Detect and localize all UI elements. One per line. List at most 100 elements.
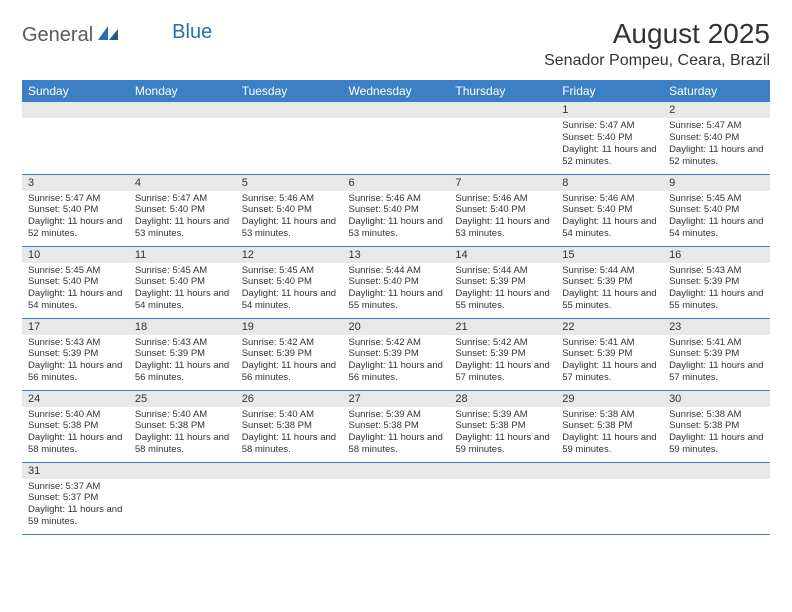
- day-number: 22: [556, 319, 663, 335]
- calendar-day-cell: 30Sunrise: 5:38 AMSunset: 5:38 PMDayligh…: [663, 390, 770, 462]
- sunset-text: Sunset: 5:40 PM: [28, 204, 123, 216]
- sunset-text: Sunset: 5:40 PM: [562, 132, 657, 144]
- daylight-text: Daylight: 11 hours and 53 minutes.: [455, 216, 550, 240]
- day-number: [343, 102, 450, 118]
- sunset-text: Sunset: 5:40 PM: [349, 204, 444, 216]
- sunrise-text: Sunrise: 5:45 AM: [28, 265, 123, 277]
- calendar-day-cell: 27Sunrise: 5:39 AMSunset: 5:38 PMDayligh…: [343, 390, 450, 462]
- day-details: Sunrise: 5:43 AMSunset: 5:39 PMDaylight:…: [663, 263, 770, 317]
- day-number: 20: [343, 319, 450, 335]
- calendar-table: Sunday Monday Tuesday Wednesday Thursday…: [22, 80, 770, 535]
- calendar-day-cell: 24Sunrise: 5:40 AMSunset: 5:38 PMDayligh…: [22, 390, 129, 462]
- sunrise-text: Sunrise: 5:43 AM: [669, 265, 764, 277]
- day-number: 24: [22, 391, 129, 407]
- day-number: 21: [449, 319, 556, 335]
- day-number: 2: [663, 102, 770, 118]
- sunset-text: Sunset: 5:38 PM: [669, 420, 764, 432]
- sunrise-text: Sunrise: 5:38 AM: [562, 409, 657, 421]
- calendar-day-cell: 3Sunrise: 5:47 AMSunset: 5:40 PMDaylight…: [22, 174, 129, 246]
- calendar-day-cell: [343, 462, 450, 534]
- daylight-text: Daylight: 11 hours and 52 minutes.: [669, 144, 764, 168]
- calendar-day-cell: 7Sunrise: 5:46 AMSunset: 5:40 PMDaylight…: [449, 174, 556, 246]
- daylight-text: Daylight: 11 hours and 52 minutes.: [28, 216, 123, 240]
- logo-text-blue: Blue: [172, 21, 212, 44]
- calendar-week-row: 24Sunrise: 5:40 AMSunset: 5:38 PMDayligh…: [22, 390, 770, 462]
- sunset-text: Sunset: 5:39 PM: [455, 348, 550, 360]
- day-number: 3: [22, 175, 129, 191]
- day-number: 23: [663, 319, 770, 335]
- day-details: Sunrise: 5:46 AMSunset: 5:40 PMDaylight:…: [343, 191, 450, 245]
- daylight-text: Daylight: 11 hours and 55 minutes.: [669, 288, 764, 312]
- calendar-day-cell: 13Sunrise: 5:44 AMSunset: 5:40 PMDayligh…: [343, 246, 450, 318]
- sunset-text: Sunset: 5:39 PM: [562, 276, 657, 288]
- sunrise-text: Sunrise: 5:47 AM: [135, 193, 230, 205]
- day-number: 12: [236, 247, 343, 263]
- sunset-text: Sunset: 5:39 PM: [242, 348, 337, 360]
- daylight-text: Daylight: 11 hours and 58 minutes.: [349, 432, 444, 456]
- location-subtitle: Senador Pompeu, Ceara, Brazil: [544, 52, 770, 70]
- sunrise-text: Sunrise: 5:46 AM: [349, 193, 444, 205]
- day-details: Sunrise: 5:47 AMSunset: 5:40 PMDaylight:…: [663, 118, 770, 172]
- sunrise-text: Sunrise: 5:39 AM: [349, 409, 444, 421]
- sunset-text: Sunset: 5:40 PM: [28, 276, 123, 288]
- daylight-text: Daylight: 11 hours and 59 minutes.: [562, 432, 657, 456]
- sunset-text: Sunset: 5:40 PM: [349, 276, 444, 288]
- calendar-day-cell: 22Sunrise: 5:41 AMSunset: 5:39 PMDayligh…: [556, 318, 663, 390]
- day-details: Sunrise: 5:42 AMSunset: 5:39 PMDaylight:…: [343, 335, 450, 389]
- calendar-day-cell: 28Sunrise: 5:39 AMSunset: 5:38 PMDayligh…: [449, 390, 556, 462]
- sunrise-text: Sunrise: 5:44 AM: [562, 265, 657, 277]
- daylight-text: Daylight: 11 hours and 59 minutes.: [455, 432, 550, 456]
- daylight-text: Daylight: 11 hours and 55 minutes.: [562, 288, 657, 312]
- logo-sail-icon: [98, 24, 120, 47]
- sunrise-text: Sunrise: 5:42 AM: [455, 337, 550, 349]
- daylight-text: Daylight: 11 hours and 53 minutes.: [135, 216, 230, 240]
- calendar-week-row: 17Sunrise: 5:43 AMSunset: 5:39 PMDayligh…: [22, 318, 770, 390]
- day-number: 7: [449, 175, 556, 191]
- page-header: General Blue August 2025 Senador Pompeu,…: [22, 18, 770, 70]
- calendar-day-cell: 4Sunrise: 5:47 AMSunset: 5:40 PMDaylight…: [129, 174, 236, 246]
- daylight-text: Daylight: 11 hours and 59 minutes.: [28, 504, 123, 528]
- day-details: Sunrise: 5:45 AMSunset: 5:40 PMDaylight:…: [663, 191, 770, 245]
- col-header: Friday: [556, 80, 663, 102]
- day-number: [663, 463, 770, 479]
- sunrise-text: Sunrise: 5:43 AM: [28, 337, 123, 349]
- sunrise-text: Sunrise: 5:45 AM: [669, 193, 764, 205]
- day-details: Sunrise: 5:40 AMSunset: 5:38 PMDaylight:…: [236, 407, 343, 461]
- sunset-text: Sunset: 5:39 PM: [562, 348, 657, 360]
- sunrise-text: Sunrise: 5:46 AM: [455, 193, 550, 205]
- day-details: Sunrise: 5:42 AMSunset: 5:39 PMDaylight:…: [449, 335, 556, 389]
- calendar-day-cell: 25Sunrise: 5:40 AMSunset: 5:38 PMDayligh…: [129, 390, 236, 462]
- calendar-day-cell: [129, 102, 236, 174]
- day-details: Sunrise: 5:38 AMSunset: 5:38 PMDaylight:…: [663, 407, 770, 461]
- calendar-day-cell: 18Sunrise: 5:43 AMSunset: 5:39 PMDayligh…: [129, 318, 236, 390]
- calendar-day-cell: 19Sunrise: 5:42 AMSunset: 5:39 PMDayligh…: [236, 318, 343, 390]
- calendar-day-cell: 14Sunrise: 5:44 AMSunset: 5:39 PMDayligh…: [449, 246, 556, 318]
- daylight-text: Daylight: 11 hours and 55 minutes.: [455, 288, 550, 312]
- sunset-text: Sunset: 5:40 PM: [669, 204, 764, 216]
- day-number: 29: [556, 391, 663, 407]
- daylight-text: Daylight: 11 hours and 59 minutes.: [669, 432, 764, 456]
- day-details: Sunrise: 5:47 AMSunset: 5:40 PMDaylight:…: [556, 118, 663, 172]
- day-details: Sunrise: 5:40 AMSunset: 5:38 PMDaylight:…: [22, 407, 129, 461]
- sunset-text: Sunset: 5:39 PM: [455, 276, 550, 288]
- day-details: Sunrise: 5:44 AMSunset: 5:39 PMDaylight:…: [556, 263, 663, 317]
- day-details: Sunrise: 5:41 AMSunset: 5:39 PMDaylight:…: [663, 335, 770, 389]
- daylight-text: Daylight: 11 hours and 56 minutes.: [28, 360, 123, 384]
- daylight-text: Daylight: 11 hours and 56 minutes.: [349, 360, 444, 384]
- sunset-text: Sunset: 5:38 PM: [562, 420, 657, 432]
- col-header: Thursday: [449, 80, 556, 102]
- sunset-text: Sunset: 5:39 PM: [669, 348, 764, 360]
- day-details: Sunrise: 5:44 AMSunset: 5:40 PMDaylight:…: [343, 263, 450, 317]
- daylight-text: Daylight: 11 hours and 56 minutes.: [242, 360, 337, 384]
- calendar-day-cell: 17Sunrise: 5:43 AMSunset: 5:39 PMDayligh…: [22, 318, 129, 390]
- sunset-text: Sunset: 5:38 PM: [135, 420, 230, 432]
- sunrise-text: Sunrise: 5:45 AM: [135, 265, 230, 277]
- col-header: Monday: [129, 80, 236, 102]
- daylight-text: Daylight: 11 hours and 58 minutes.: [135, 432, 230, 456]
- sunrise-text: Sunrise: 5:40 AM: [135, 409, 230, 421]
- day-number: 9: [663, 175, 770, 191]
- day-number: 28: [449, 391, 556, 407]
- sunset-text: Sunset: 5:38 PM: [28, 420, 123, 432]
- calendar-day-cell: 21Sunrise: 5:42 AMSunset: 5:39 PMDayligh…: [449, 318, 556, 390]
- daylight-text: Daylight: 11 hours and 54 minutes.: [28, 288, 123, 312]
